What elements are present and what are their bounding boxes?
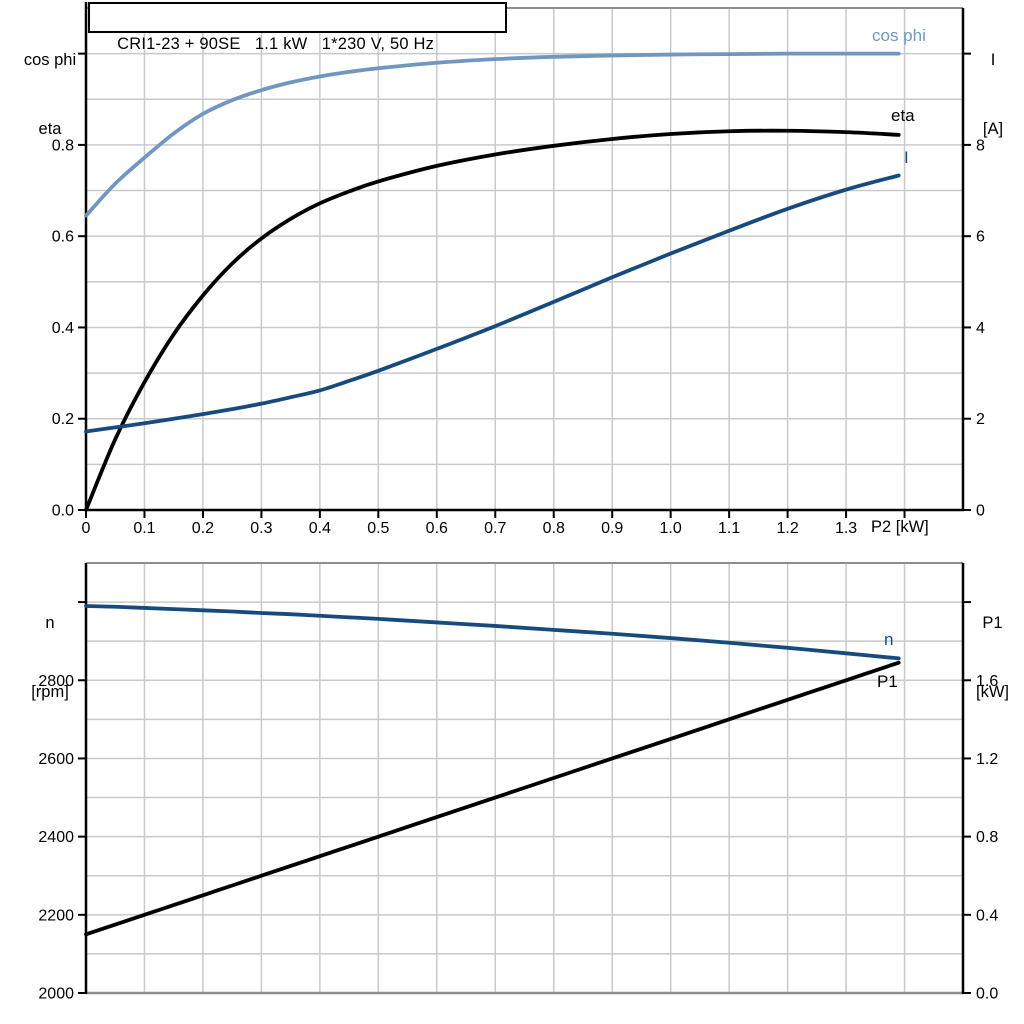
x-tick-label: 1.1 xyxy=(718,520,740,537)
axis-title-current: I xyxy=(990,51,996,69)
axis-title-speed: n xyxy=(45,614,55,632)
gridlines-chart-0 xyxy=(86,8,963,510)
x-axis-label: P2 [kW] xyxy=(871,518,929,536)
right-tick-label: 6 xyxy=(976,229,985,246)
left-tick-label: 0.0 xyxy=(52,503,74,520)
curve-n xyxy=(84,604,901,661)
top-right-axis-title: I [A] xyxy=(962,3,1024,187)
right-tick-label: 0.4 xyxy=(976,907,998,924)
chart-title-box: CRI1-23 + 90SE 1.1 kW 1*230 V, 50 Hz xyxy=(88,2,507,53)
right-tick-label: 8 xyxy=(976,137,985,154)
axis-title-current-unit: [A] xyxy=(982,120,1004,138)
left-tick-label: 2800 xyxy=(38,673,74,690)
curve-label-P1: P1 xyxy=(877,672,898,691)
right-tick-label: 2 xyxy=(976,411,985,428)
x-tick-label: 1.0 xyxy=(660,520,682,537)
axis-title-p1: P1 xyxy=(982,614,1003,632)
left-tick-label: 2400 xyxy=(38,829,74,846)
bottom-right-axis-title: P1 [kW] xyxy=(961,566,1024,750)
gridlines-chart-1 xyxy=(86,563,963,993)
right-tick-label: 0.0 xyxy=(976,986,998,1003)
left-tick-label: 0.6 xyxy=(52,229,74,246)
x-tick-label: 0.5 xyxy=(367,520,389,537)
curve-P1 xyxy=(84,660,901,937)
axis-title-p1-unit: [kW] xyxy=(976,683,1009,701)
right-tick-label: 4 xyxy=(976,320,985,337)
tick-labels-chart-0: 0.0 0.2 0.4 0.6 0.8 0 2 4 6 8 0 0.1 0.2 0.3 0.4 0.5 0.6 0… xyxy=(52,137,985,537)
right-tick-label: 0 xyxy=(976,503,985,520)
axes-chart-0 xyxy=(84,2,965,512)
left-tick-label: 2200 xyxy=(38,907,74,924)
axes-chart-1 xyxy=(84,562,965,995)
left-tick-label: 0.2 xyxy=(52,411,74,428)
right-tick-label: 1.2 xyxy=(976,751,998,768)
x-tick-label: 0.3 xyxy=(250,520,272,537)
top-left-axis-title: cos phi eta xyxy=(6,3,94,187)
x-tick-label: 0.4 xyxy=(309,520,331,537)
curve-eta xyxy=(84,128,901,512)
bottom-left-axis-title: n [rpm] xyxy=(6,566,94,750)
curve-label-cos-phi: cos phi xyxy=(872,26,926,45)
right-tick-label: 0.8 xyxy=(976,829,998,846)
x-tick-label: 0.9 xyxy=(601,520,623,537)
chart-title: CRI1-23 + 90SE 1.1 kW 1*230 V, 50 Hz xyxy=(117,35,435,53)
x-tick-label: 0.2 xyxy=(192,520,214,537)
curve-cos-phi xyxy=(84,51,901,218)
x-tick-label: 0.7 xyxy=(484,520,506,537)
left-tick-label: 0.8 xyxy=(52,137,74,154)
x-tick-label: 0 xyxy=(82,520,91,537)
curve-label-eta: eta xyxy=(891,106,915,125)
axis-title-eta: eta xyxy=(38,120,62,138)
tick-labels-chart-1: 2000 2200 2400 2600 2800 0.0 0.4 0.8 1.2 1.6 xyxy=(38,673,998,1003)
left-tick-label: 2000 xyxy=(38,986,74,1003)
x-tick-label: 1.2 xyxy=(776,520,798,537)
x-tick-label: 0.8 xyxy=(543,520,565,537)
x-tick-label: 0.6 xyxy=(426,520,448,537)
curve-label-I: I xyxy=(904,148,909,167)
curve-I xyxy=(84,173,901,434)
ticks-chart-1 xyxy=(78,601,971,994)
left-tick-label: 0.4 xyxy=(52,320,74,337)
axis-title-cos-phi: cos phi xyxy=(23,51,77,69)
x-tick-label: 0.1 xyxy=(133,520,155,537)
x-tick-label: 1.3 xyxy=(835,520,857,537)
left-tick-label: 2600 xyxy=(38,751,74,768)
axis-title-speed-unit: [rpm] xyxy=(31,683,69,701)
curve-label-n: n xyxy=(884,630,893,649)
right-tick-label: 1.6 xyxy=(976,673,998,690)
